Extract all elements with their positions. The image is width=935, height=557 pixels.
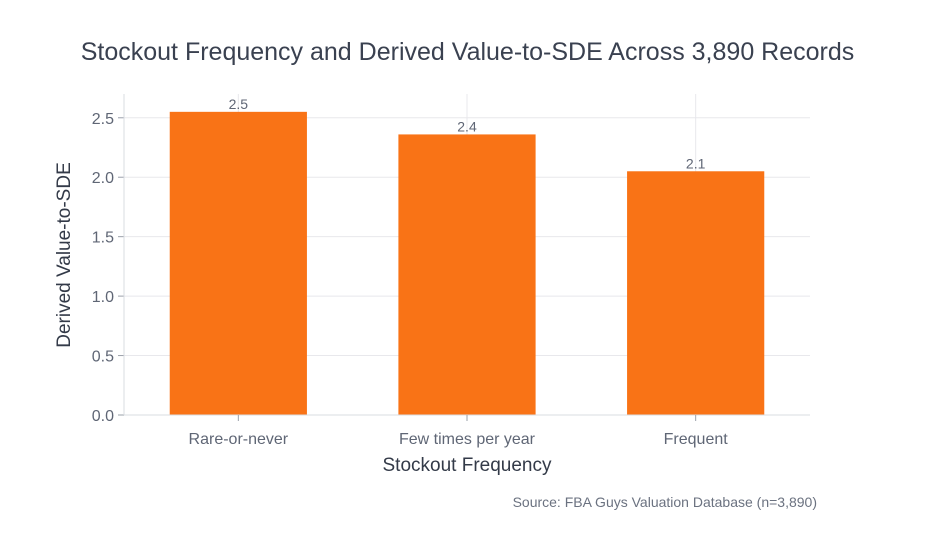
source-note: Source: FBA Guys Valuation Database (n=3… xyxy=(512,494,817,510)
x-tick-label: Rare-or-never xyxy=(189,431,289,448)
bars xyxy=(169,111,765,415)
bar-value-label: 2.4 xyxy=(457,118,477,134)
y-tick: 1.5 xyxy=(92,230,124,247)
y-tick-label: 1.0 xyxy=(92,289,114,306)
x-tick: Frequent xyxy=(664,415,729,448)
y-tick: 0.5 xyxy=(92,349,124,366)
x-tick-label: Frequent xyxy=(664,431,729,448)
y-tick: 2.0 xyxy=(92,170,124,187)
bar-value-label: 2.1 xyxy=(686,155,706,171)
chart-title: Stockout Frequency and Derived Value-to-… xyxy=(80,38,855,66)
x-axis-title: Stockout Frequency xyxy=(383,455,552,476)
bar xyxy=(398,134,536,415)
bar xyxy=(169,111,307,415)
y-tick-label: 1.5 xyxy=(92,230,114,247)
x-tick: Few times per year xyxy=(399,415,536,448)
data-labels: 2.5 2.4 2.1 xyxy=(229,96,706,171)
y-tick: 0.0 xyxy=(92,408,124,425)
y-tick-label: 2.5 xyxy=(92,111,114,128)
y-tick-label: 0.0 xyxy=(92,408,114,425)
x-tick: Rare-or-never xyxy=(189,415,289,448)
axes: 0.0 0.5 1.0 1.5 2.0 2.5 Rare-or-never Few times… xyxy=(92,94,810,448)
y-tick: 2.5 xyxy=(92,111,124,128)
bar-value-label: 2.5 xyxy=(229,96,249,112)
y-axis-title: Derived Value-to-SDE xyxy=(54,162,75,348)
y-tick-label: 0.5 xyxy=(92,349,114,366)
x-tick-label: Few times per year xyxy=(399,431,536,448)
bar xyxy=(627,171,765,415)
y-tick: 1.0 xyxy=(92,289,124,306)
y-tick-label: 2.0 xyxy=(92,170,114,187)
